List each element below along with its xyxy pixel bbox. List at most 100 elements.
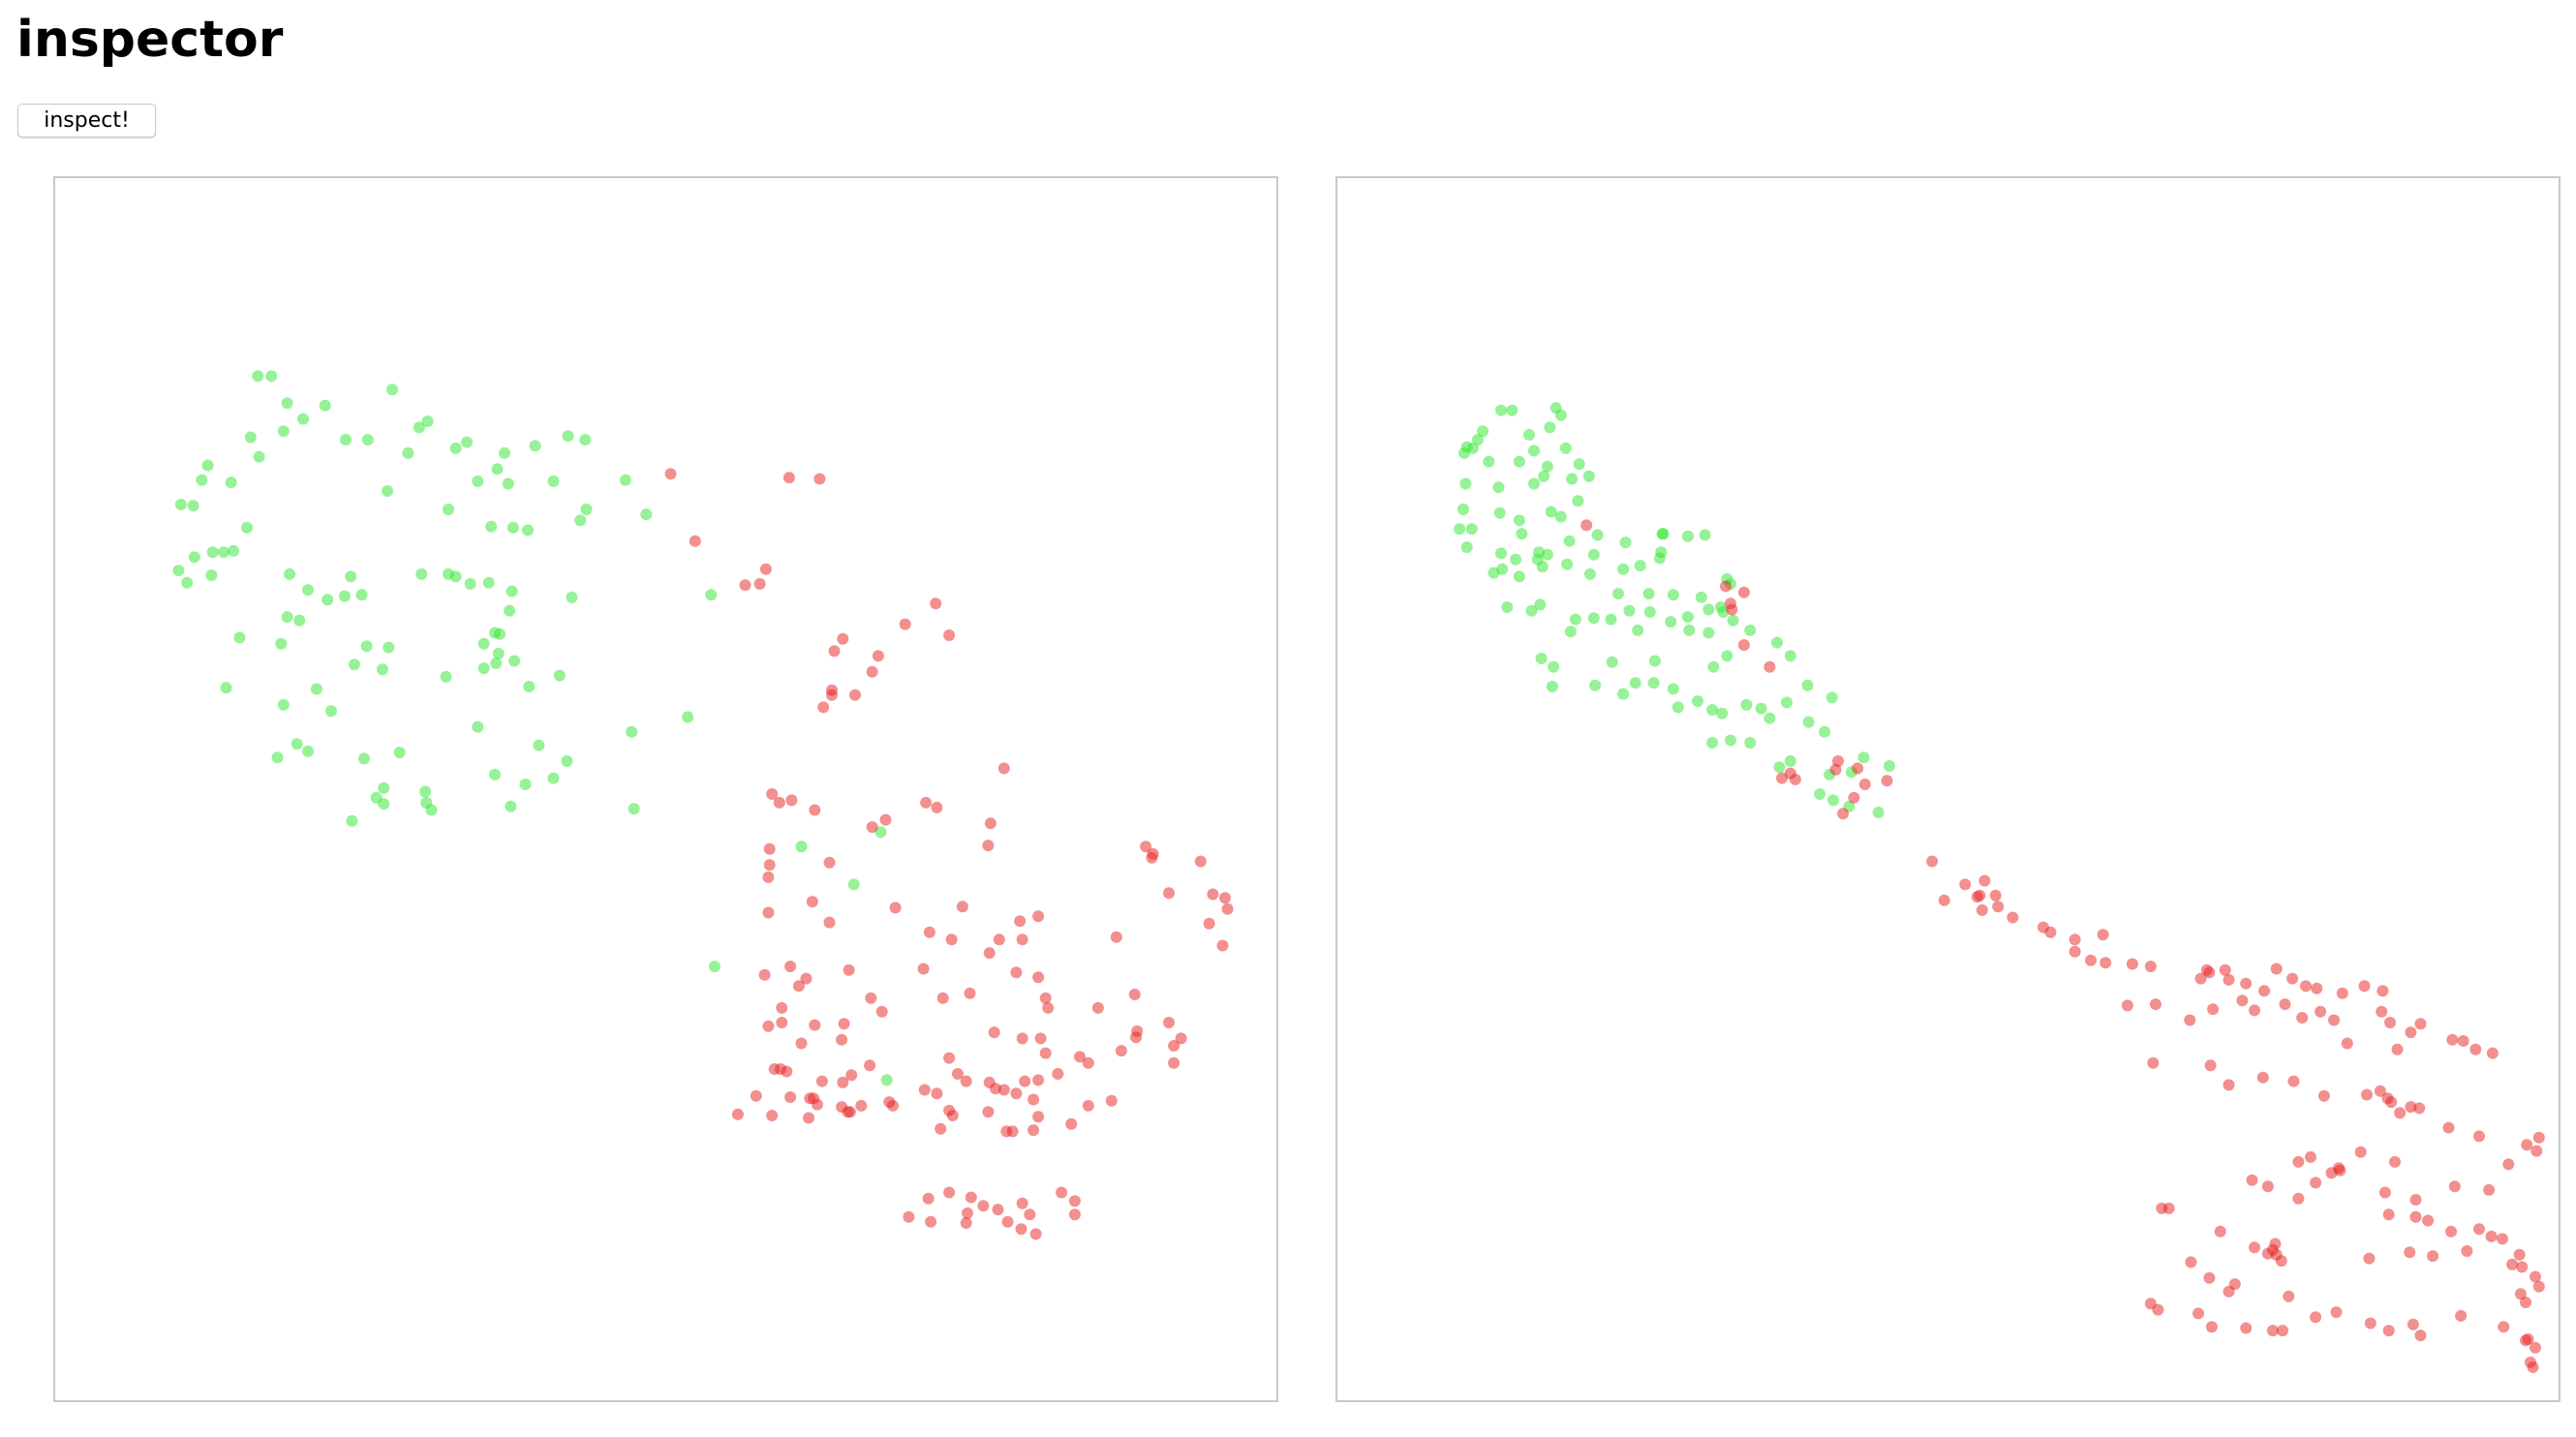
scatter-point <box>201 459 214 472</box>
scatter-point <box>1541 548 1553 561</box>
scatter-point <box>1587 548 1600 561</box>
scatter-point <box>2486 1047 2499 1059</box>
scatter-plot-left-canvas <box>172 370 1234 1240</box>
scatter-point <box>1207 888 1219 901</box>
scatter-point <box>2193 1307 2204 1320</box>
scatter-point <box>1140 841 1152 853</box>
scatter-point <box>943 1186 956 1199</box>
scatter-point <box>739 579 751 592</box>
scatter-point <box>386 383 398 396</box>
scatter-point <box>2223 1079 2235 1091</box>
scatter-point <box>325 705 337 718</box>
scatter-point <box>993 933 1005 946</box>
scatter-point <box>2315 1005 2327 1018</box>
scatter-point <box>358 752 370 765</box>
inspect-button[interactable]: inspect! <box>17 104 156 138</box>
scatter-point <box>1105 1094 1118 1107</box>
scatter-series <box>172 370 893 1086</box>
scatter-point <box>2442 1121 2455 1134</box>
scatter-point <box>2240 1322 2253 1334</box>
scatter-point <box>2413 1102 2426 1115</box>
scatter-point <box>1566 473 1579 485</box>
scatter-point <box>1814 788 1826 800</box>
scatter-point <box>2223 1285 2235 1298</box>
scatter-point <box>880 1074 893 1086</box>
scatter-point <box>506 585 518 597</box>
scatter-point <box>1459 477 1472 490</box>
scatter-point <box>2270 963 2283 975</box>
scatter-point <box>875 1005 888 1018</box>
scatter-point <box>795 841 808 853</box>
scatter-point <box>378 798 390 810</box>
scatter-point <box>553 669 566 682</box>
scatter-point <box>561 755 573 767</box>
scatter-point <box>2457 1035 2469 1047</box>
scatter-point <box>1584 567 1596 580</box>
scatter-point <box>2325 1167 2338 1179</box>
scatter-point <box>225 476 237 489</box>
scatter-point <box>1219 892 1231 904</box>
scatter-point <box>228 544 240 557</box>
page-title: inspector <box>16 11 284 69</box>
scatter-point <box>1976 903 1988 916</box>
scatter-point <box>2223 973 2235 986</box>
scatter-point <box>1655 546 1668 559</box>
scatter-point <box>1744 737 1757 749</box>
scatter-point <box>1589 679 1602 691</box>
scatter-point <box>1495 547 1507 560</box>
scatter-point <box>1545 505 1557 518</box>
scatter-point <box>2384 1017 2396 1028</box>
scatter-point <box>1032 971 1045 984</box>
scatter-point <box>2407 1318 2419 1330</box>
scatter-point <box>2336 987 2348 999</box>
scatter-point <box>766 788 779 800</box>
scatter-point <box>837 632 849 645</box>
scatter-point <box>1619 536 1632 549</box>
scatter-point <box>1580 519 1593 532</box>
scatter-point <box>2382 1208 2395 1221</box>
scatter-point <box>1467 442 1479 454</box>
scatter-point <box>506 521 519 534</box>
scatter-point <box>2382 1325 2395 1337</box>
scatter-point <box>499 446 510 459</box>
scatter-point <box>1989 889 2002 902</box>
scatter-point <box>826 688 838 701</box>
scatter-point <box>1024 1208 1036 1221</box>
scatter-point <box>2311 982 2323 994</box>
scatter-point <box>1027 1124 1040 1137</box>
scatter-point <box>2085 954 2097 966</box>
scatter-point <box>917 963 930 975</box>
scatter-point <box>1681 530 1694 542</box>
scatter-point <box>731 1108 744 1120</box>
scatter-point <box>1068 1195 1081 1208</box>
scatter-point <box>2310 1177 2322 1189</box>
scatter-point <box>1737 586 1750 598</box>
scatter-point <box>2378 1186 2391 1199</box>
scatter-point <box>1016 1197 1028 1209</box>
scatter-point <box>956 901 968 913</box>
scatter-point <box>2205 1321 2218 1333</box>
scatter-point <box>1559 442 1572 454</box>
scatter-point <box>964 987 976 999</box>
scatter-point <box>1110 931 1122 943</box>
scatter-point <box>1128 989 1141 1000</box>
scatter-point <box>1501 601 1514 613</box>
scatter-point <box>2069 945 2081 958</box>
scatter-point <box>472 720 484 733</box>
scatter-point <box>773 796 785 809</box>
scatter-point <box>1681 611 1694 624</box>
scatter-point <box>2300 980 2312 993</box>
scatter-point <box>580 504 593 515</box>
scatter-series <box>664 468 1234 1240</box>
scatter-point <box>2100 957 2112 969</box>
scatter-point <box>626 725 638 738</box>
scatter-point <box>2446 1033 2459 1046</box>
scatter-point <box>1634 560 1646 572</box>
scatter-point <box>491 463 504 475</box>
scatter-point <box>1702 627 1715 639</box>
scatter-point <box>1029 1228 1042 1240</box>
scatter-point <box>2292 1155 2305 1168</box>
scatter-point <box>2497 1233 2508 1245</box>
scatter-point <box>490 657 503 669</box>
scatter-point <box>1617 688 1630 700</box>
